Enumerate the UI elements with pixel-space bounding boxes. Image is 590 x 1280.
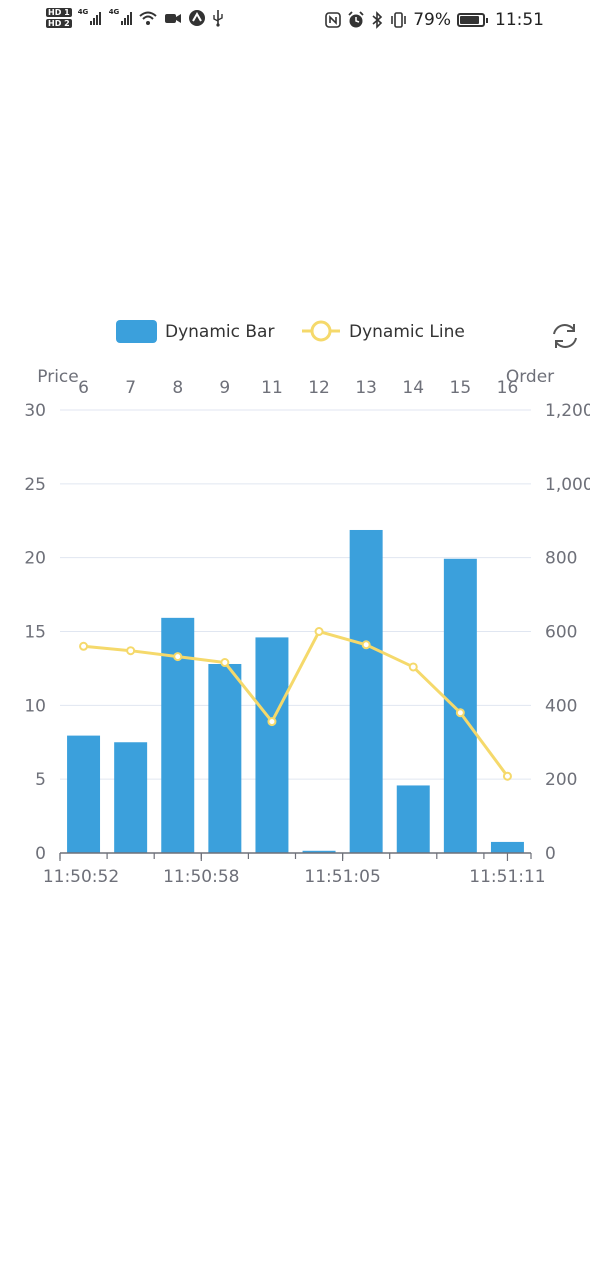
x-top-tick-label: 13 (355, 378, 377, 398)
line-point (173, 652, 183, 662)
x-top-tick-label: 11 (261, 378, 283, 398)
x-bottom-tick-label: 11:50:58 (163, 867, 239, 887)
y-left-tick-label: 30 (24, 401, 46, 421)
line-point (361, 640, 371, 650)
legend-bar-label: Dynamic Bar (165, 322, 274, 342)
hd1-badge: HD 1 (46, 8, 72, 17)
status-bar: HD 1 HD 2 4G 4G (0, 0, 590, 44)
y-right-tick-label: 1,200 (545, 401, 590, 421)
y-left-tick-label: 0 (35, 844, 46, 864)
legend-line-marker (310, 320, 332, 342)
line-point (79, 641, 89, 651)
bar (396, 785, 430, 853)
x-top-tick-label: 12 (308, 378, 330, 398)
legend[interactable]: Dynamic Bar Dynamic Line (116, 320, 465, 343)
x-top-tick-label: 8 (172, 378, 183, 398)
clock: 11:51 (495, 10, 544, 30)
line-path (83, 629, 509, 778)
line-point (455, 708, 465, 718)
y-left-tick-label: 5 (35, 770, 46, 790)
signal-1-icon: 4G (78, 8, 101, 25)
y-right-axis-title: Order (506, 367, 554, 387)
line-point (126, 646, 136, 656)
battery-percentage: 79% (413, 10, 451, 30)
x-top-tick-label: 14 (402, 378, 424, 398)
y-left-tick-label: 25 (24, 475, 46, 495)
line-point (502, 771, 512, 781)
vibrate-icon (391, 12, 407, 28)
y-right-tick-label: 600 (545, 623, 577, 643)
line-point (220, 658, 230, 668)
y-left-tick-label: 20 (24, 549, 46, 569)
x-top-tick-label: 7 (125, 378, 136, 398)
bar (67, 735, 101, 853)
x-bottom-tick-label: 11:51:11 (469, 867, 545, 887)
bar (255, 637, 289, 853)
legend-line-label: Dynamic Line (349, 322, 465, 342)
bar (349, 529, 383, 853)
battery-icon (457, 13, 488, 27)
bar (302, 850, 336, 853)
line-point (314, 627, 324, 636)
x-bottom-tick-label: 11:51:05 (304, 867, 380, 887)
y-right-tick-label: 800 (545, 549, 577, 569)
y-left-axis-title: Price (37, 367, 78, 387)
hd2-badge: HD 2 (46, 19, 72, 28)
network-type-1: 4G (77, 8, 89, 16)
bar (490, 841, 524, 853)
y-right-tick-label: 0 (545, 844, 556, 864)
y-left-tick-label: 10 (24, 696, 46, 716)
legend-line-item[interactable]: Dynamic Line (302, 320, 465, 342)
line-point (267, 717, 277, 727)
nfc-icon (325, 12, 342, 28)
y-right-tick-label: 1,000 (545, 475, 590, 495)
line-series (79, 627, 512, 781)
bar-series (67, 529, 524, 853)
bar (443, 558, 477, 853)
x-top-tick-label: 9 (219, 378, 230, 398)
refresh-icon[interactable] (553, 324, 577, 348)
alarm-icon (348, 11, 364, 28)
status-right: 79% 11:51 (325, 10, 544, 30)
navigation-icon (188, 10, 205, 26)
x-bottom-tick-label: 11:50:52 (43, 867, 119, 887)
y-right-tick-label: 400 (545, 696, 577, 716)
line-point (408, 662, 418, 672)
x-top-tick-label: 15 (450, 378, 472, 398)
y-right-tick-label: 200 (545, 770, 577, 790)
network-type-2: 4G (108, 8, 120, 16)
usb-icon (212, 10, 223, 27)
status-left: HD 1 HD 2 4G 4G (46, 8, 224, 28)
axes (59, 852, 532, 861)
wifi-icon (139, 11, 157, 25)
video-camera-icon (164, 14, 181, 23)
x-top-tick-label: 16 (497, 378, 519, 398)
y-left-tick-label: 15 (24, 623, 46, 643)
bar (208, 663, 242, 853)
legend-bar-item[interactable]: Dynamic Bar (116, 320, 274, 343)
legend-bar-swatch (116, 320, 157, 343)
x-top-tick-label: 6 (78, 378, 89, 398)
bar (114, 742, 148, 853)
bluetooth-icon (372, 11, 383, 29)
axis-labels: 0 5 10 15 20 25 30 0 200 400 600 800 1,000 1,200 6 7 8 9 1… (24, 378, 590, 887)
signal-2-icon: 4G (109, 8, 132, 25)
